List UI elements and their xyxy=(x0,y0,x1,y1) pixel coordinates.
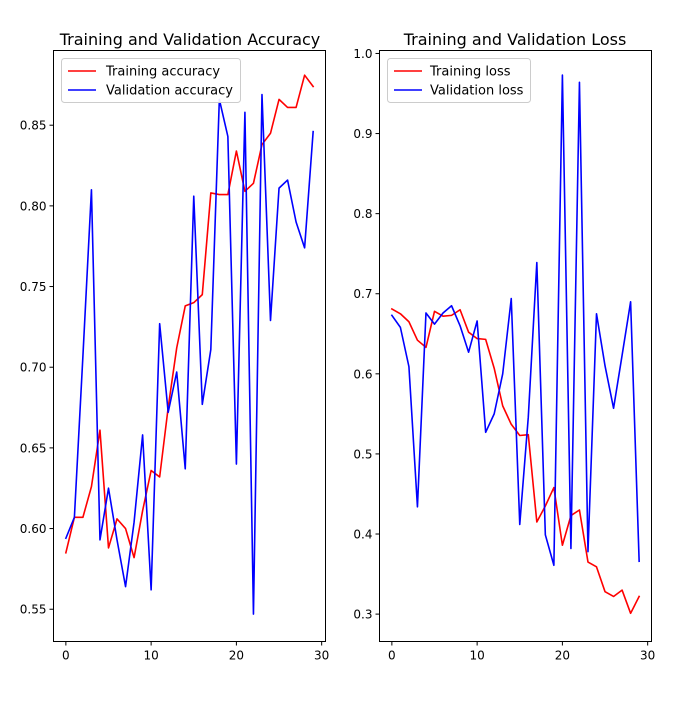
loss-legend-box xyxy=(387,58,531,103)
loss-legend-label-training: Training loss xyxy=(429,65,511,80)
accuracy-x-tick-label: 0 xyxy=(62,649,70,663)
loss-axes-frame xyxy=(379,50,652,642)
loss-panel: Training and Validation Loss 0 10 20 30 0.3 0… xyxy=(353,30,655,663)
accuracy-x-tick-label: 10 xyxy=(143,649,158,663)
accuracy-y-tick-label: 0.75 xyxy=(20,280,47,294)
accuracy-series-line-training xyxy=(64,74,315,559)
loss-x-tick-label: 20 xyxy=(555,649,570,663)
loss-y-tick-label: 0.6 xyxy=(353,367,372,381)
accuracy-y-tick-label: 0.60 xyxy=(20,522,47,536)
loss-x-tick-label: 10 xyxy=(469,649,484,663)
accuracy-x-tick-label: 30 xyxy=(314,649,329,663)
loss-y-tick-label: 0.9 xyxy=(353,127,372,141)
loss-y-tick-label: 0.4 xyxy=(353,528,372,542)
accuracy-panel: Training and Validation Accuracy 0 10 20 30… xyxy=(20,30,330,663)
accuracy-legend-label-training: Training accuracy xyxy=(105,65,220,80)
loss-y-tick-label: 0.8 xyxy=(353,207,372,221)
accuracy-legend-label-validation: Validation accuracy xyxy=(106,84,233,99)
accuracy-y-tick-label: 0.85 xyxy=(20,119,47,133)
loss-y-tick-label: 1.0 xyxy=(353,47,372,61)
loss-legend: Training loss Validation loss xyxy=(387,58,531,103)
accuracy-axes-frame xyxy=(53,50,326,642)
accuracy-legend-box xyxy=(61,58,241,103)
accuracy-y-tick-label: 0.70 xyxy=(20,361,47,375)
loss-title: Training and Validation Loss xyxy=(403,30,627,49)
accuracy-legend: Training accuracy Validation accuracy xyxy=(61,58,241,103)
loss-y-tick-label: 0.3 xyxy=(353,608,372,622)
accuracy-y-tick-label: 0.80 xyxy=(20,199,47,213)
accuracy-x-tick-label: 20 xyxy=(229,649,244,663)
accuracy-title: Training and Validation Accuracy xyxy=(59,30,321,49)
loss-y-tick-label: 0.7 xyxy=(353,287,372,301)
loss-series-line-validation xyxy=(390,74,640,567)
loss-x-tick-label: 0 xyxy=(388,649,396,663)
accuracy-plot-area xyxy=(64,74,315,615)
accuracy-y-tick-label: 0.65 xyxy=(20,441,47,455)
accuracy-y-tick-label: 0.55 xyxy=(20,603,47,617)
accuracy-series-line-validation xyxy=(64,93,314,615)
loss-plot-area xyxy=(390,74,641,615)
loss-legend-label-validation: Validation loss xyxy=(430,84,524,99)
loss-y-tick-label: 0.5 xyxy=(353,447,372,461)
loss-x-tick-label: 30 xyxy=(640,649,655,663)
